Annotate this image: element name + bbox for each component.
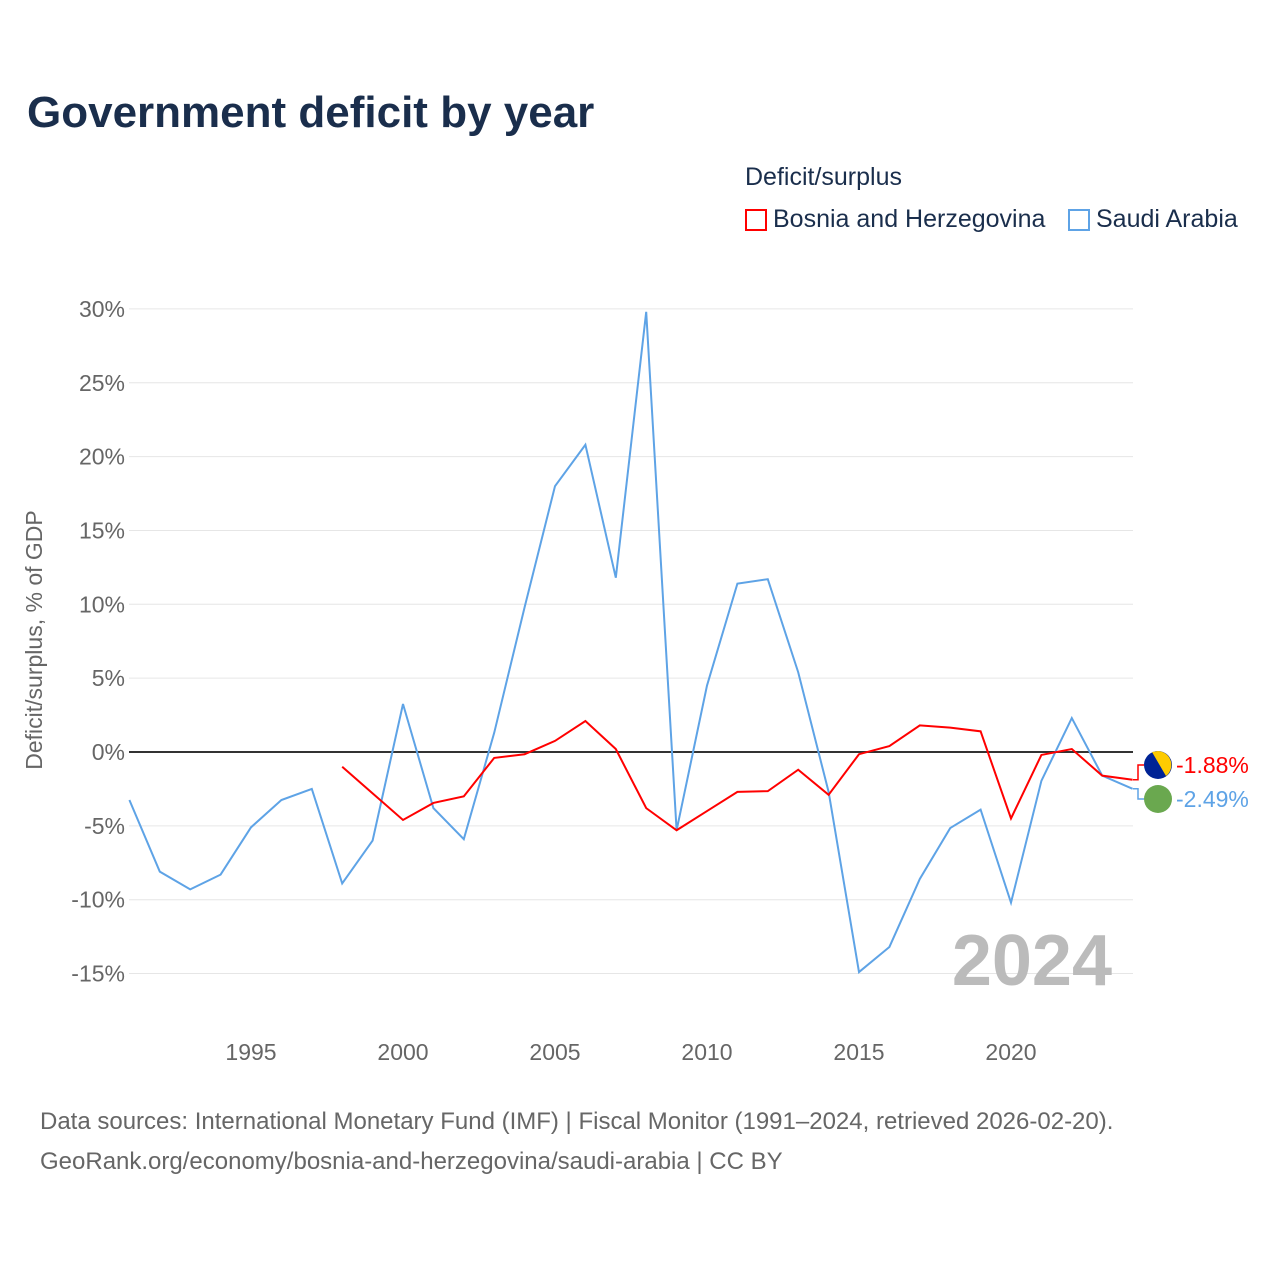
footer-url[interactable]: GeoRank.org/economy/bosnia-and-herzegovi… <box>40 1148 783 1175</box>
x-tick-label: 2015 <box>833 1039 884 1065</box>
legend-title: Deficit/surplus <box>745 163 902 191</box>
legend-item-bosnia[interactable]: Bosnia and Herzegovina <box>745 205 1045 234</box>
flag-icon <box>1152 751 1172 776</box>
y-tick-label: 15% <box>79 517 125 543</box>
end-value-label: -1.88% <box>1176 752 1249 778</box>
x-tick-label: 2005 <box>529 1039 580 1065</box>
y-tick-label: 0% <box>92 739 125 765</box>
label-connector <box>1133 764 1144 781</box>
y-tick-label: 5% <box>92 665 125 691</box>
legend-swatch <box>745 208 767 231</box>
y-tick-label: -5% <box>84 813 125 839</box>
legend-label: Bosnia and Herzegovina <box>773 205 1046 233</box>
legend-item-saudi[interactable]: Saudi Arabia <box>1068 205 1238 234</box>
legend-swatch <box>1068 208 1090 231</box>
legend-label: Saudi Arabia <box>1096 205 1238 233</box>
y-tick-label: 25% <box>79 370 125 396</box>
label-connector <box>1133 788 1144 800</box>
end-value-label: -2.49% <box>1176 786 1249 812</box>
y-tick-label: 30% <box>79 296 125 322</box>
x-tick-label: 2000 <box>377 1039 428 1065</box>
y-axis-label: Deficit/surplus, % of GDP <box>21 510 47 769</box>
x-tick-label: 1995 <box>225 1039 276 1065</box>
series-line-0 <box>341 719 1133 832</box>
chart-title: Government deficit by year <box>27 88 595 137</box>
x-tick-label: 2020 <box>985 1039 1036 1065</box>
footer-sources: Data sources: International Monetary Fun… <box>40 1108 1114 1135</box>
year-label: 2024 <box>952 921 1112 1001</box>
y-tick-label: 10% <box>79 591 125 617</box>
y-tick-label: 20% <box>79 444 125 470</box>
x-tick-label: 2010 <box>681 1039 732 1065</box>
y-tick-label: -10% <box>71 887 125 913</box>
series-line-1 <box>128 311 1133 974</box>
y-tick-label: -15% <box>71 961 125 987</box>
flag-icon <box>1144 785 1172 813</box>
